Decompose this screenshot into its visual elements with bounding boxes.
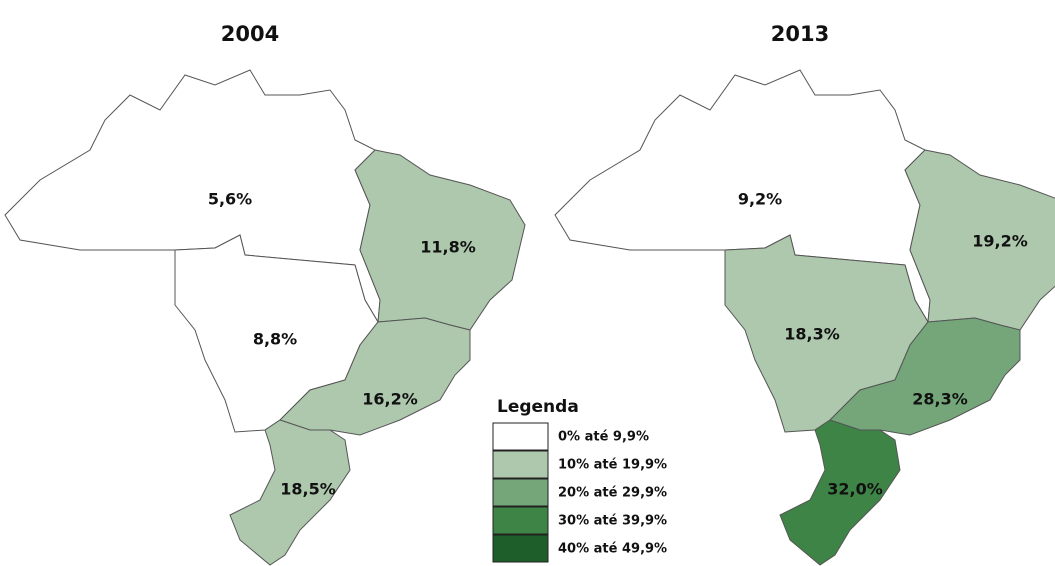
map-title: 2013 [771,22,829,46]
legend-swatch [492,506,549,535]
region-label: 18,5% [280,480,336,499]
legend-label: 0% até 9,9% [558,430,649,445]
region-label: 18,3% [784,325,840,344]
legend-swatch [492,534,549,563]
region-label: 16,2% [362,390,418,409]
legend-title: Legenda [497,397,579,417]
region [829,317,1021,436]
region-label: 32,0% [827,480,883,499]
region-label: 28,3% [912,390,968,409]
legend-label: 20% até 29,9% [558,486,667,501]
map-title: 2004 [221,22,279,46]
region-label: 9,2% [738,190,782,209]
region-label: 11,8% [420,238,476,257]
legend-label: 10% até 19,9% [558,458,667,473]
region [779,419,901,566]
region [279,317,471,436]
legend-swatch [492,450,549,479]
region-label: 5,6% [208,190,252,209]
legend-swatch [492,422,549,451]
region [229,419,351,566]
region-label: 19,2% [972,232,1028,251]
legend-swatch [492,478,549,507]
legend-label: 30% até 39,9% [558,514,667,529]
region-label: 8,8% [253,330,297,349]
legend-label: 40% até 49,9% [558,542,667,557]
